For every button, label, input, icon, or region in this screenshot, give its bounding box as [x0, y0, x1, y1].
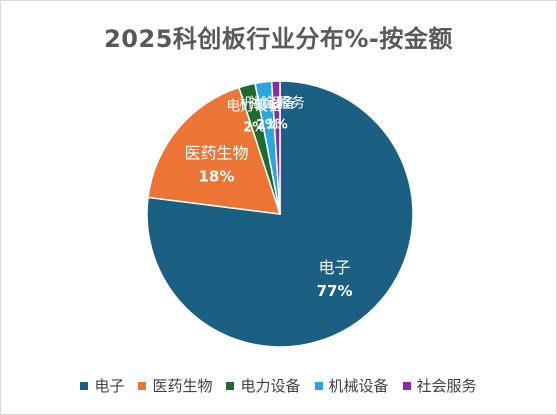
legend-item-social-services: 社会服务	[402, 375, 477, 396]
pie-slice-social-services	[270, 80, 281, 215]
legend-label-machinery: 机械设备	[328, 377, 389, 395]
slice-label-electronics: 电子	[319, 258, 351, 277]
legend-swatch-machinery	[314, 381, 323, 390]
slice-label-social-services: 社会服务	[249, 95, 305, 111]
legend-item-machinery: 机械设备	[314, 375, 389, 396]
legend: 电子 医药生物 电力设备 机械设备 社会服务	[1, 375, 556, 396]
legend-swatch-pharma-bio	[138, 381, 147, 390]
legend-label-power-equipment: 电力设备	[240, 377, 301, 395]
slice-label-machinery: 机械设备	[239, 95, 295, 112]
legend-item-electronics: 电子	[80, 375, 124, 396]
slice-value-social-services: 1%	[266, 117, 288, 132]
slice-label-power-equipment: 电力设备	[226, 98, 282, 115]
chart-title: 2025科创板行业分布%-按金额	[104, 25, 453, 53]
slice-value-power-equipment: 2%	[243, 121, 265, 136]
legend-label-electronics: 电子	[94, 377, 125, 395]
legend-swatch-social-services	[402, 381, 411, 390]
legend-label-pharma-bio: 医药生物	[152, 377, 213, 395]
legend-item-power-equipment: 电力设备	[226, 375, 301, 396]
legend-swatch-electronics	[80, 381, 89, 390]
slice-value-pharma-bio: 18%	[199, 167, 235, 185]
pie-slice-pharma-bio	[147, 86, 282, 215]
slice-value-electronics: 77%	[317, 282, 353, 300]
legend-item-pharma-bio: 医药生物	[138, 375, 212, 396]
slice-label-pharma-bio: 医药生物	[184, 143, 248, 162]
legend-swatch-power-equipment	[226, 381, 235, 390]
pie-chart: 电子 77% 医药生物 18% 电力设备 2% 机械设备 2% 社会服务 1%	[146, 80, 414, 348]
legend-label-social-services: 社会服务	[416, 377, 477, 395]
slice-value-machinery: 2%	[256, 118, 278, 133]
